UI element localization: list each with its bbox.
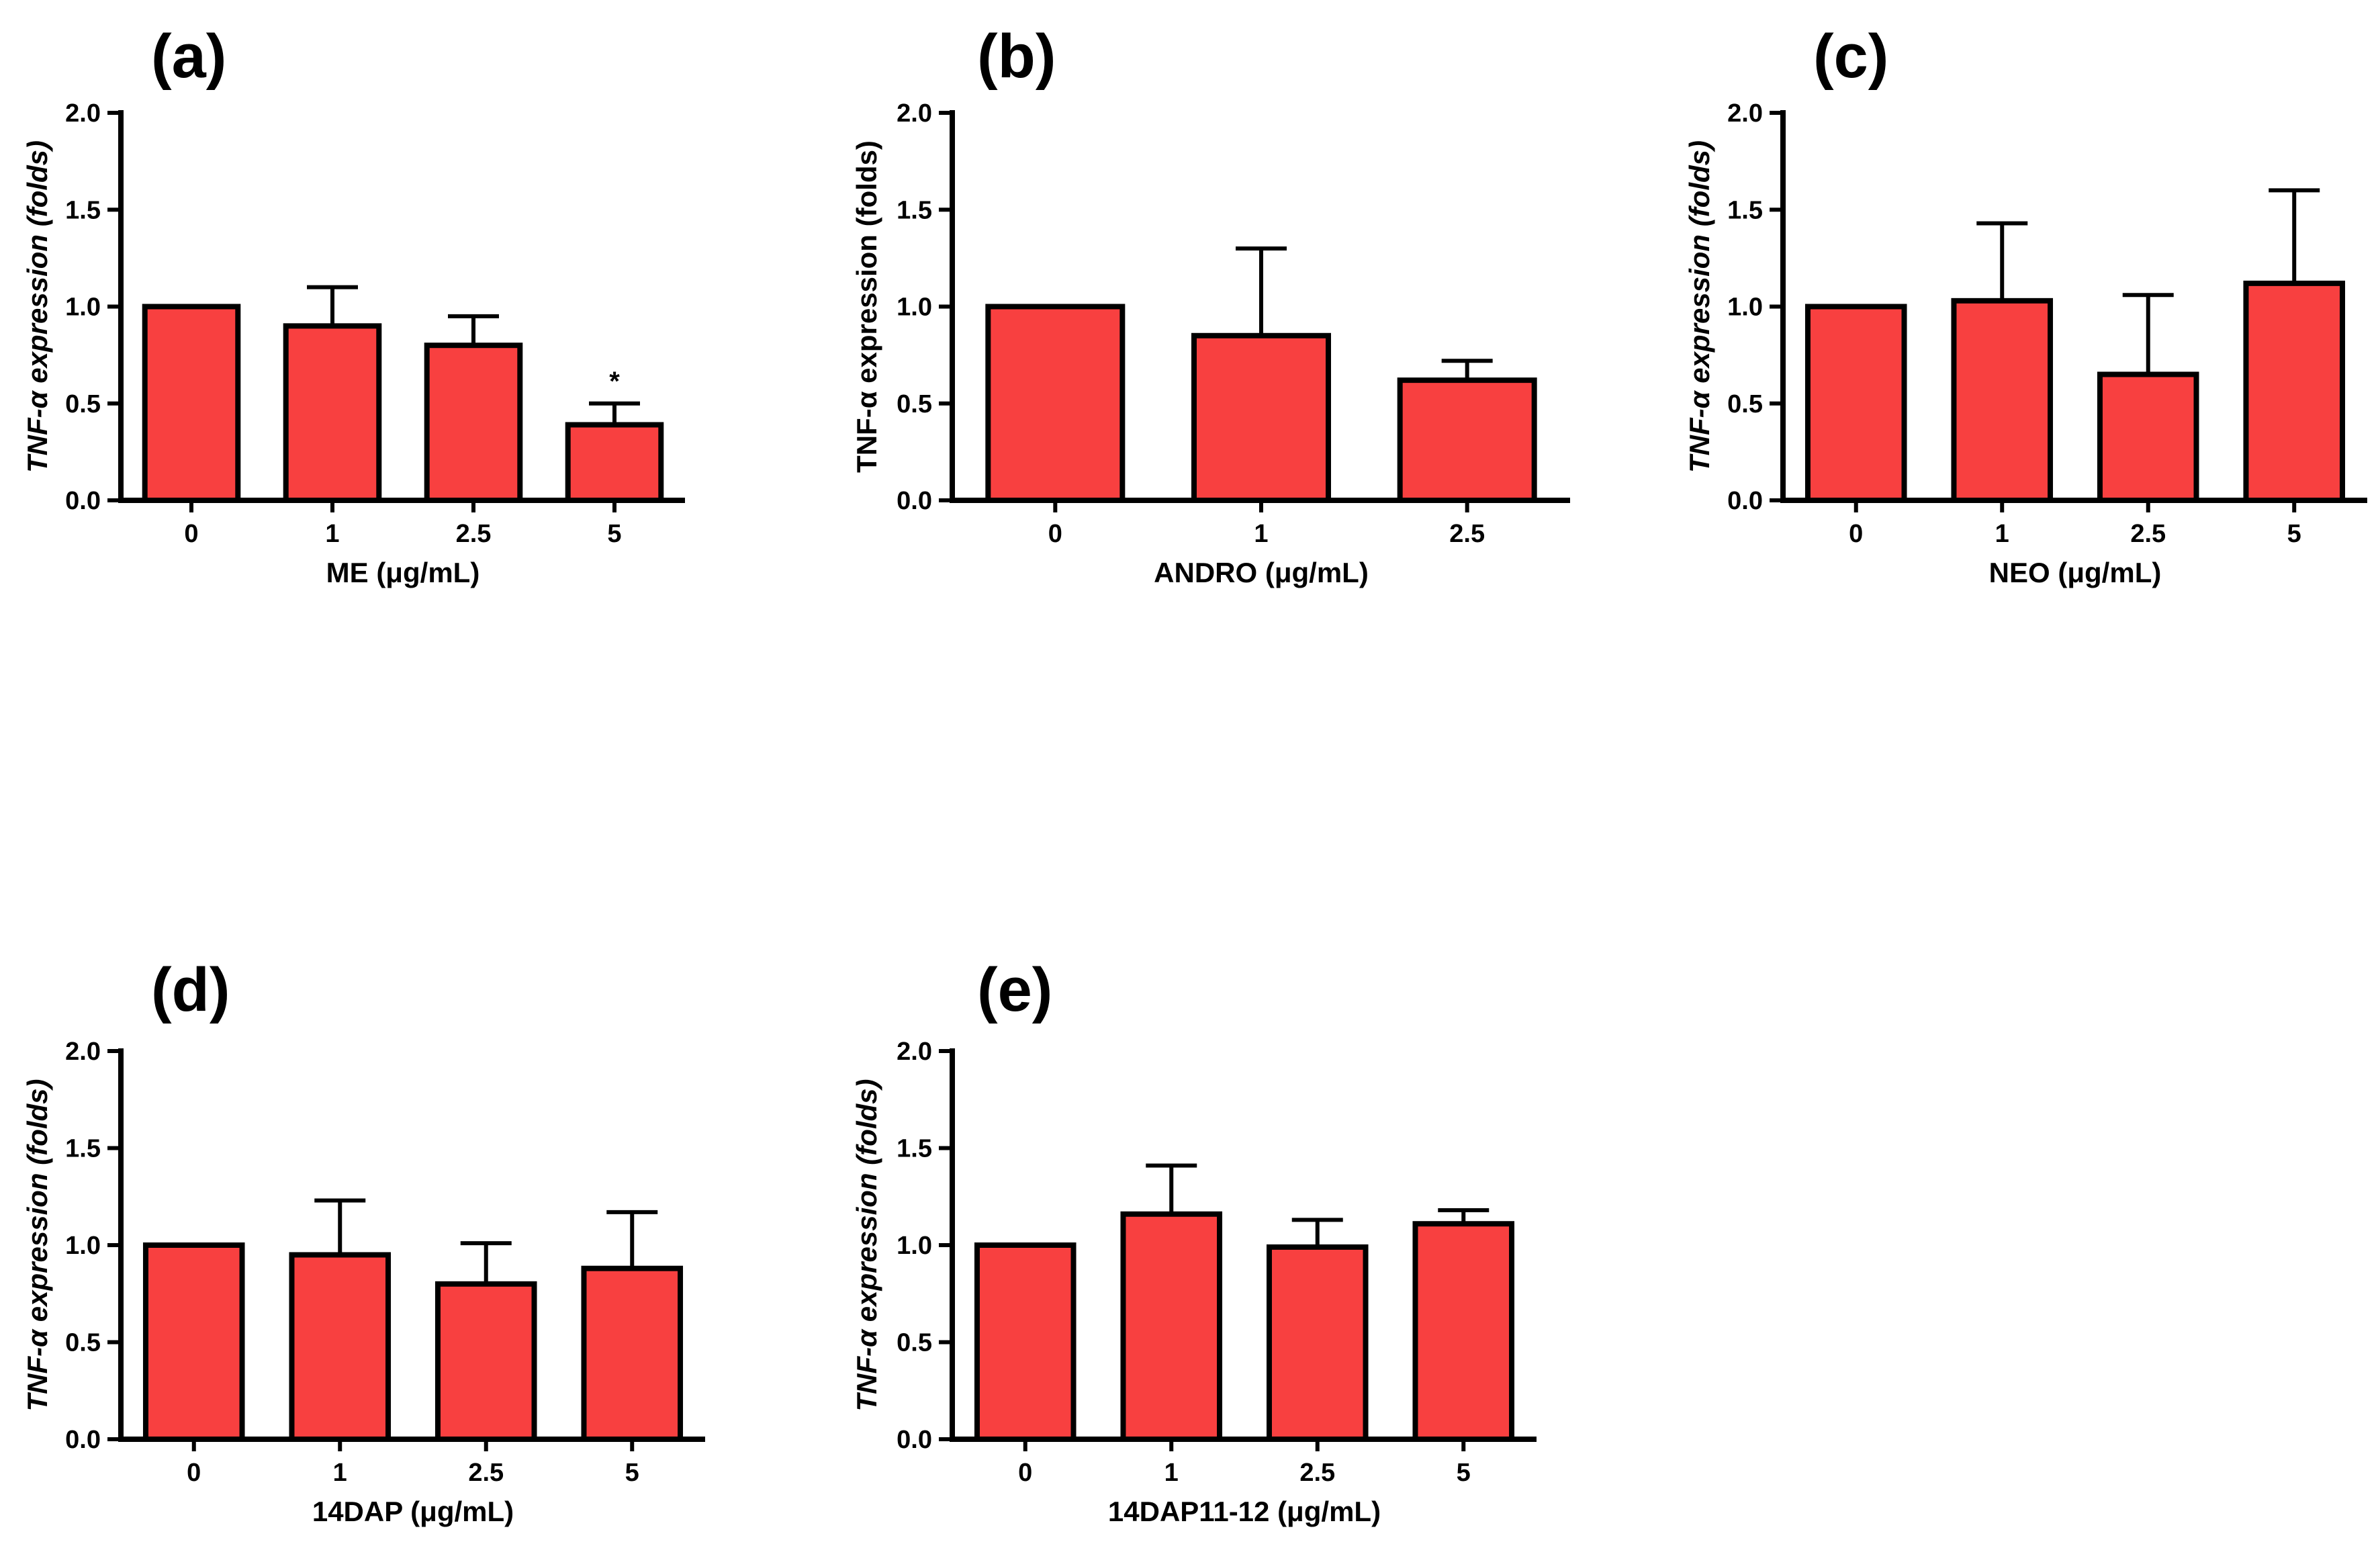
bar (1191, 332, 1331, 503)
y-tick-label: 0.5 (65, 390, 101, 418)
bar (1412, 1221, 1515, 1442)
x-tick-label: 1 (1164, 1459, 1179, 1487)
panel-label: (e) (977, 956, 1052, 1024)
bar (434, 1281, 537, 1443)
bar (1804, 304, 1907, 503)
x-tick-label: 5 (1457, 1459, 1471, 1487)
y-tick-label: 2.0 (897, 99, 932, 128)
x-tick-label: 2.5 (1449, 520, 1485, 548)
y-tick-label: 1.0 (65, 293, 101, 322)
panel-label: (a) (151, 22, 226, 91)
x-tick-label: 0 (1849, 520, 1863, 548)
y-axis-title: TNF-α expression (folds) (851, 1079, 882, 1411)
chart-panel-c: (c) 0.0 0.5 1.0 1.5 2.0 0 1 2.5 5 NEO (μg/mL) TNF-α… (1684, 22, 2367, 588)
y-tick-label: 0.5 (65, 1329, 101, 1357)
bar (142, 1242, 245, 1442)
x-tick-label: 1 (333, 1459, 347, 1487)
x-tick-label: 5 (625, 1459, 639, 1487)
x-tick-label: 1 (1995, 520, 2009, 548)
x-axis-title: ME (μg/mL) (326, 557, 480, 588)
bar (289, 1252, 392, 1442)
y-axis-title: TNF-α expression (folds) (21, 1079, 53, 1411)
x-axis-title: NEO (μg/mL) (1989, 557, 2162, 588)
bar (1266, 1244, 1369, 1442)
x-axis-title: 14DAP (μg/mL) (312, 1496, 514, 1527)
y-tick-label: 2.0 (1727, 99, 1763, 128)
x-tick-label: 2.5 (2130, 520, 2166, 548)
bar (581, 1265, 684, 1443)
x-tick-label: 2.5 (468, 1459, 504, 1487)
bar (142, 304, 241, 503)
panel-label: (b) (977, 22, 1056, 91)
chart-panel-b: (b) 0.0 0.5 1.0 1.5 2.0 0 1 2.5 ANDRO (μg/mL) TNF-… (851, 22, 1570, 588)
x-tick-label: 0 (1018, 1459, 1032, 1487)
y-tick-label: 1.5 (897, 196, 932, 224)
x-axis-title: 14DAP11-12 (μg/mL) (1108, 1496, 1381, 1527)
y-tick-label: 2.0 (897, 1038, 932, 1066)
y-axis-title: TNF-α expression (folds) (1684, 140, 1715, 473)
x-tick-label: 5 (607, 520, 621, 548)
x-tick-label: 0 (184, 520, 198, 548)
y-tick-label: 0.0 (65, 487, 101, 515)
y-tick-label: 0.5 (897, 390, 932, 418)
bar (2243, 280, 2346, 503)
x-tick-label: 5 (2287, 520, 2301, 548)
y-tick-label: 1.5 (897, 1135, 932, 1163)
y-tick-label: 0.5 (897, 1329, 932, 1357)
y-tick-label: 1.0 (1727, 293, 1763, 322)
bar (985, 304, 1126, 503)
bar (2097, 371, 2199, 503)
bar (974, 1242, 1077, 1442)
y-tick-label: 0.0 (897, 487, 932, 515)
bar (424, 343, 523, 504)
x-axis-title: ANDRO (μg/mL) (1154, 557, 1369, 588)
y-tick-label: 2.0 (65, 99, 101, 128)
y-tick-label: 1.0 (897, 293, 932, 322)
x-tick-label: 2.5 (456, 520, 492, 548)
y-tick-label: 0.0 (1727, 487, 1763, 515)
bar (283, 323, 382, 503)
bar (1951, 298, 2054, 503)
x-tick-label: 1 (325, 520, 339, 548)
panel-label: (c) (1813, 22, 1888, 91)
x-tick-label: 2.5 (1299, 1459, 1335, 1487)
bar (1397, 377, 1537, 503)
y-tick-label: 2.0 (65, 1038, 101, 1066)
x-tick-label: 0 (1048, 520, 1062, 548)
y-axis-title: TNF-α expression (folds) (21, 140, 53, 473)
y-tick-label: 0.5 (1727, 390, 1763, 418)
significance-marker: * (609, 367, 620, 396)
chart-panel-d: (d) 0.0 0.5 1.0 1.5 2.0 0 1 2.5 5 14DAP (μg/mL) TNF… (21, 956, 705, 1527)
y-tick-label: 1.5 (1727, 196, 1763, 224)
y-tick-label: 1.5 (65, 1135, 101, 1163)
chart-panel-a: (a) 0.0 0.5 1.0 1.5 2.0 0 1 2.5 * 5 ME (μg/mL) TNF-α… (21, 22, 685, 588)
y-tick-label: 1.0 (897, 1232, 932, 1260)
y-tick-label: 0.0 (65, 1426, 101, 1454)
chart-panel-e: (e) 0.0 0.5 1.0 1.5 2.0 0 1 2.5 5 14DAP11-12 (μg/m… (851, 956, 1537, 1527)
y-tick-label: 1.5 (65, 196, 101, 224)
panel-label: (d) (151, 956, 230, 1024)
x-tick-label: 1 (1254, 520, 1268, 548)
y-axis-title: TNF-α expression (folds) (851, 140, 882, 473)
bar (1120, 1211, 1223, 1442)
bar (565, 422, 664, 503)
y-tick-label: 0.0 (897, 1426, 932, 1454)
x-tick-label: 0 (187, 1459, 201, 1487)
y-tick-label: 1.0 (65, 1232, 101, 1260)
